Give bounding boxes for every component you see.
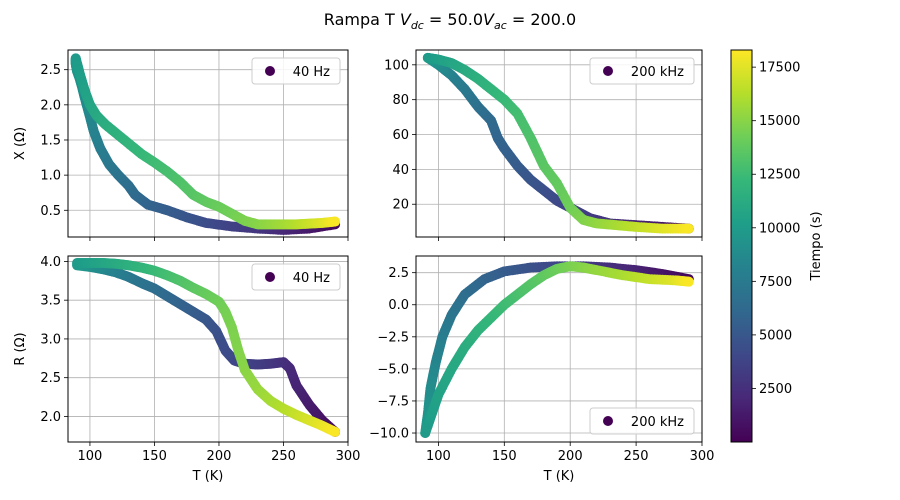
axes-frame [67, 49, 349, 238]
colorbar-tick-label: 15000 [759, 114, 800, 129]
colorbar-tick-label: 10000 [759, 221, 800, 236]
legend: 200 kHz [589, 57, 695, 85]
title-prefix: Rampa T [324, 10, 400, 29]
y-tick-label: 1.0 [40, 169, 61, 184]
x-tick-label: 150 [142, 449, 167, 464]
y-tick-label: 2.0 [40, 98, 61, 113]
y-tick-label: 2.0 [40, 410, 61, 425]
x-tick-label: 200 [558, 449, 583, 464]
y-tick-label: 40 [392, 163, 409, 178]
legend-label: 200 kHz [631, 65, 684, 80]
legend-marker [265, 66, 275, 76]
title-v1: V [400, 10, 412, 29]
colorbar-label: Tiempo (s) [809, 211, 824, 281]
title-v2: V [483, 10, 495, 29]
legend-label: 200 kHz [631, 415, 684, 430]
y-tick-label: 4.0 [40, 255, 61, 270]
y-tick-label: −10.0 [369, 427, 409, 442]
legend-marker [265, 272, 275, 282]
y-tick-label: 2.5 [388, 266, 409, 281]
axes-frame [415, 255, 703, 443]
legend-frame [251, 263, 341, 291]
subplot-r-40hz: 100 150 200 250 300 2.0 2.5 3.0 3.5 4.0 R (Ω) T (K)… [13, 255, 360, 484]
y-tick-label: 3.0 [40, 332, 61, 347]
y-tick-label: 2.5 [40, 371, 61, 386]
colorbar-tick-label: 5000 [759, 328, 792, 343]
x-tick-label: 250 [271, 449, 296, 464]
legend-frame [589, 57, 695, 85]
y-axis-label: R (Ω) [13, 332, 28, 365]
colorbar-tick-label: 12500 [759, 168, 800, 183]
subplot-grid: 0.5 1.0 1.5 2.0 2.5 X (Ω) 40 Hz 20 40 60 80 100 200 … [13, 49, 715, 484]
legend-marker [603, 66, 613, 76]
data-point [683, 223, 694, 234]
x-tick-label: 300 [336, 449, 361, 464]
title-eq1: = 50.0 [424, 10, 483, 29]
legend: 200 kHz [589, 407, 695, 435]
scatter-points [422, 52, 694, 234]
y-tick-label: 3.5 [40, 294, 61, 309]
y-axis-label: X (Ω) [13, 127, 28, 160]
y-tick-label: 80 [392, 93, 409, 108]
y-tick-label: 2.5 [40, 63, 61, 78]
x-axis-label: T (K) [192, 469, 224, 484]
data-point [683, 276, 694, 287]
subplot-x-40hz: 0.5 1.0 1.5 2.0 2.5 X (Ω) 40 Hz [13, 49, 349, 241]
y-tick-label: −7.5 [377, 394, 409, 409]
x-tick-label: 100 [426, 449, 451, 464]
legend: 40 Hz [251, 57, 341, 85]
legend-frame [589, 407, 695, 435]
legend-label: 40 Hz [293, 65, 330, 80]
subplot-x-200khz: 20 40 60 80 100 200 kHz [384, 49, 703, 241]
scatter-points [72, 257, 341, 437]
scatter-points [70, 53, 341, 235]
legend-label: 40 Hz [293, 271, 330, 286]
y-tick-label: −2.5 [377, 330, 409, 345]
colorbar-tick-label: 2500 [759, 382, 792, 397]
y-tick-label: 20 [392, 198, 409, 213]
data-point [330, 426, 341, 437]
title-sub2: ac [494, 19, 507, 32]
figure-title: Rampa T Vdc = 50.0Vac = 200.0 [324, 10, 576, 32]
x-tick-label: 200 [207, 449, 232, 464]
scatter-points [420, 261, 694, 439]
legend-marker [603, 416, 613, 426]
subplot-r-200khz: 100 150 200 250 300 −10.0 −7.5 −5.0 −2.5 0.0 2.5 T … [369, 255, 715, 484]
title-sub1: dc [411, 19, 424, 32]
y-tick-label: 1.5 [40, 133, 61, 148]
x-tick-label: 250 [624, 449, 649, 464]
y-tick-label: 60 [392, 128, 409, 143]
axes-frame [415, 49, 703, 238]
legend: 40 Hz [251, 263, 341, 291]
y-tick-label: 100 [384, 58, 409, 73]
y-tick-label: −5.0 [377, 362, 409, 377]
legend-frame [251, 57, 341, 85]
colorbar-gradient [730, 49, 753, 443]
colorbar-tick-label: 17500 [759, 61, 800, 76]
axes-frame [67, 255, 349, 443]
data-point [330, 216, 341, 227]
y-tick-label: 0.5 [40, 204, 61, 219]
title-eq2: = 200.0 [507, 10, 576, 29]
x-axis-label: T (K) [543, 469, 575, 484]
x-tick-label: 100 [78, 449, 103, 464]
x-tick-label: 300 [690, 449, 715, 464]
x-tick-label: 150 [492, 449, 517, 464]
colorbar-tick-label: 7500 [759, 275, 792, 290]
colorbar: 2500 5000 7500 10000 12500 15000 17500 Tiempo (… [730, 49, 824, 443]
y-tick-label: 0.0 [388, 298, 409, 313]
